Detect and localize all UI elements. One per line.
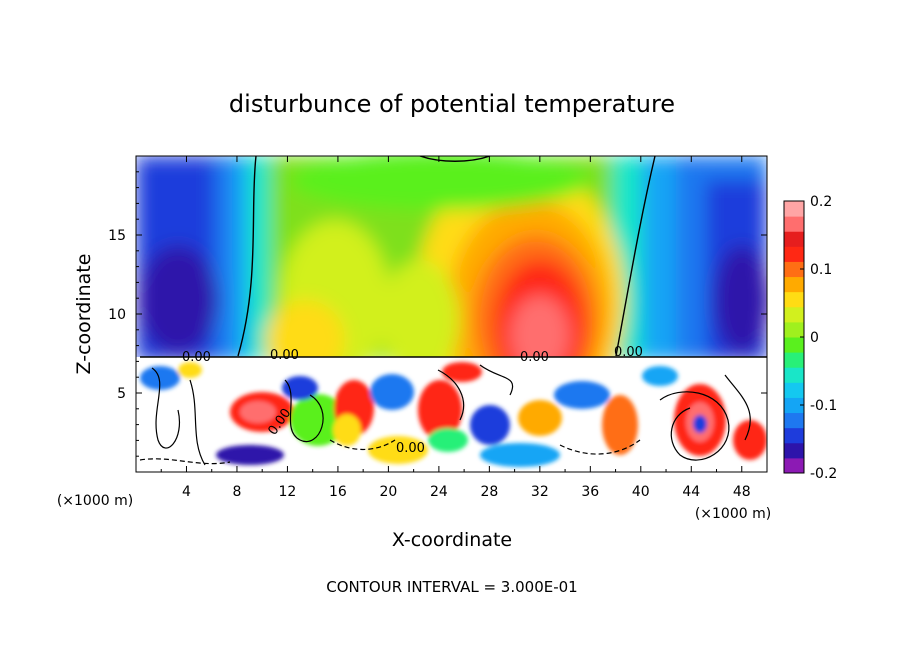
colorbar-swatch <box>784 216 804 232</box>
chart-title: disturbunce of potential temperature <box>229 90 675 118</box>
colorbar-swatch <box>784 261 804 278</box>
x-tick-label: 16 <box>329 484 347 500</box>
colorbar-swatch <box>784 321 804 338</box>
colorbar-swatch <box>784 246 804 262</box>
colorbar-swatch <box>784 306 804 323</box>
y-tick-label: 15 <box>108 228 126 244</box>
colorbar-tick-label: 0.2 <box>810 194 832 210</box>
x-tick-label: 48 <box>733 484 751 500</box>
colorbar-swatch <box>784 457 804 474</box>
x-axis: 4 8 12 16 20 24 28 32 36 40 44 48 <box>160 156 751 500</box>
x-tick-label: 28 <box>480 484 498 500</box>
colorbar-swatch <box>784 382 804 398</box>
x-tick-label: 44 <box>682 484 700 500</box>
x-tick-label: 8 <box>232 484 241 500</box>
colorbar-swatch <box>784 276 804 293</box>
contour-label: 0.00 <box>182 350 211 365</box>
colorbar-labels: 0.2 0.1 0 -0.1 -0.2 <box>800 194 837 482</box>
contour-lines <box>140 156 767 358</box>
contour-label: 0.00 <box>614 345 643 360</box>
plot-area: 0.00 0.00 0.00 0.00 0.00 0.00 <box>136 156 767 472</box>
x-tick-label: 24 <box>430 484 448 500</box>
y-tick-label: 10 <box>108 307 126 323</box>
upper-field <box>136 156 767 357</box>
colorbar-tick-label: 0 <box>810 330 819 346</box>
colorbar <box>784 201 804 474</box>
x-tick-label: 32 <box>531 484 549 500</box>
lower-turbulent-field <box>136 357 767 472</box>
colorbar-swatch <box>784 231 804 247</box>
x-tick-label: 36 <box>581 484 599 500</box>
x-unit-label-left: (×1000 m) <box>57 493 133 509</box>
colorbar-tick-label: 0.1 <box>810 262 832 278</box>
contour-label: 0.00 <box>396 441 425 456</box>
y-axis: 5 10 15 <box>108 171 767 457</box>
x-tick-label: 12 <box>279 484 297 500</box>
colorbar-swatch <box>784 397 804 414</box>
colorbar-swatch <box>784 352 804 368</box>
x-axis-label: X-coordinate <box>392 529 512 551</box>
x-tick-label: 4 <box>182 484 191 500</box>
colorbar-swatch <box>784 291 804 308</box>
x-tick-label: 40 <box>632 484 650 500</box>
colorbar-swatch <box>784 442 804 459</box>
colorbar-tick-label: -0.1 <box>810 398 837 414</box>
contour-label: 0.00 <box>270 348 299 363</box>
colorbar-tick-label: -0.2 <box>810 466 837 482</box>
x-unit-label-right: (×1000 m) <box>695 506 771 522</box>
contour-label: 0.00 <box>520 350 549 365</box>
contour-interval-note: CONTOUR INTERVAL = 3.000E-01 <box>326 578 577 596</box>
colorbar-swatch <box>784 367 804 383</box>
colorbar-swatch <box>784 337 804 353</box>
y-axis-label: Z-coordinate <box>73 254 95 375</box>
y-tick-label: 5 <box>117 386 126 402</box>
colorbar-swatch <box>784 427 804 444</box>
colorbar-swatch <box>784 412 804 429</box>
colorbar-swatch <box>784 201 804 217</box>
x-tick-label: 20 <box>379 484 397 500</box>
